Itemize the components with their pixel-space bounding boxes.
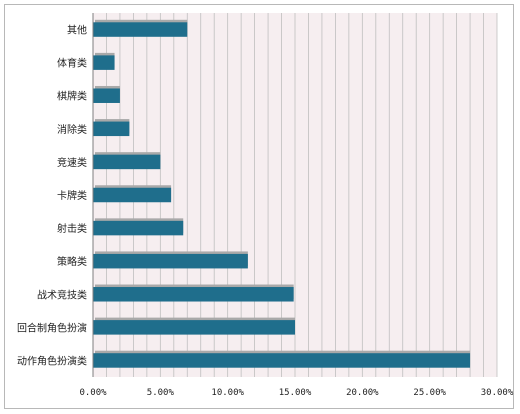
bar [93,220,184,236]
bar [93,22,188,37]
bar [93,154,161,170]
category-label: 卡牌类 [57,189,87,202]
bar [93,320,295,335]
x-tick-label: 0.00% [79,388,107,398]
category-label: 战术竞技类 [37,288,87,301]
category-labels: 其他体育类棋牌类消除类竞速类卡牌类射击类策略类战术竞技类回合制角色扮演动作角色扮… [17,24,87,368]
bar [93,88,120,103]
x-tick-label: 5.00% [147,388,175,398]
bar [93,353,471,368]
bar [93,55,115,70]
x-tick-labels: 0.00% 5.00% 10.00% 15.00% 20.00% 25.00% 30.00% [79,388,513,398]
category-label: 其他 [67,24,87,37]
x-tick-label: 30.00% [481,388,514,398]
category-label: 射击类 [57,222,87,235]
x-tick-label: 25.00% [413,388,446,398]
bar [93,187,172,203]
x-tick-label: 20.00% [346,388,379,398]
category-label: 动作角色扮演类 [17,354,87,367]
x-tick-label: 10.00% [211,388,244,398]
bar [93,287,294,302]
category-label: 策略类 [57,255,87,268]
bar [93,253,248,269]
chart-frame: 其他体育类棋牌类消除类竞速类卡牌类射击类策略类战术竞技类回合制角色扮演 动作角色扮… [4,4,514,409]
bars [93,19,471,368]
category-label: 回合制角色扮演 [17,321,87,334]
grid-lines [106,13,498,377]
category-label: 竞速类 [57,156,87,169]
x-tick-label: 15.00% [279,388,312,398]
category-label: 棋牌类 [57,90,87,103]
bar-chart: 其他体育类棋牌类消除类竞速类卡牌类射击类策略类战术竞技类回合制角色扮演动作角色扮… [17,13,514,398]
category-label: 体育类 [57,57,87,70]
category-label: 消除类 [57,123,87,136]
bar [93,121,130,137]
